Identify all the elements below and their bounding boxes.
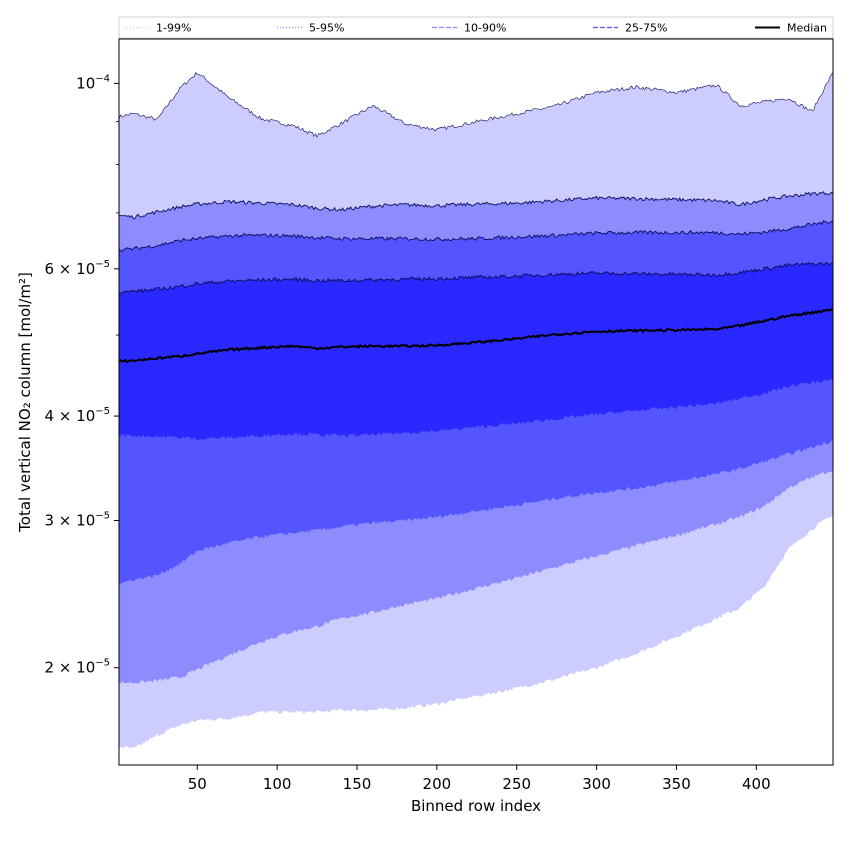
x-tick-label: 50 <box>188 775 207 793</box>
x-tick-label: 250 <box>502 775 531 793</box>
y-tick-label: 3 × 10−5 <box>45 511 111 530</box>
legend-label-median: Median <box>787 22 827 35</box>
legend-label-25-75: 25-75% <box>625 22 667 35</box>
band-edge-lines <box>118 72 834 295</box>
y-tick-label: 2 × 10−5 <box>45 658 111 677</box>
legend-label-5-95: 5-95% <box>309 22 344 35</box>
y-axis-ticks: 2 × 10−5 3 × 10−5 4 × 10−5 6 × 10−5 10−4 <box>45 73 119 677</box>
band-upper-edge-10-90 <box>118 220 834 253</box>
x-tick-label: 100 <box>263 775 292 793</box>
x-axis-title: Binned row index <box>411 797 541 815</box>
legend-box <box>118 16 834 39</box>
legend: 1-99% 5-95% 10-90% 25-75% Median <box>118 16 834 39</box>
legend-label-10-90: 10-90% <box>464 22 506 35</box>
percentile-bands <box>119 72 833 749</box>
band-upper-edge-25-75 <box>118 261 834 295</box>
x-axis-ticks: 50 100 150 200 250 300 350 400 <box>188 765 771 793</box>
y-axis-title: Total vertical NO₂ column [mol/m²] <box>16 272 34 533</box>
y-tick-label: 6 × 10−5 <box>45 259 111 278</box>
x-tick-label: 300 <box>582 775 611 793</box>
x-tick-label: 400 <box>742 775 771 793</box>
median-line-group <box>118 308 834 364</box>
y-tick-label: 4 × 10−5 <box>45 406 111 425</box>
band-upper-edge-5-95 <box>119 190 834 220</box>
x-tick-label: 350 <box>662 775 691 793</box>
band-25-75 <box>119 262 833 441</box>
x-tick-label: 150 <box>343 775 372 793</box>
series-line-median <box>118 308 834 364</box>
x-tick-label: 200 <box>423 775 452 793</box>
band-upper-edge-1-99 <box>118 72 834 138</box>
y-tick-label: 10−4 <box>76 73 110 92</box>
plot-frame <box>118 38 834 766</box>
legend-label-1-99: 1-99% <box>156 22 191 35</box>
